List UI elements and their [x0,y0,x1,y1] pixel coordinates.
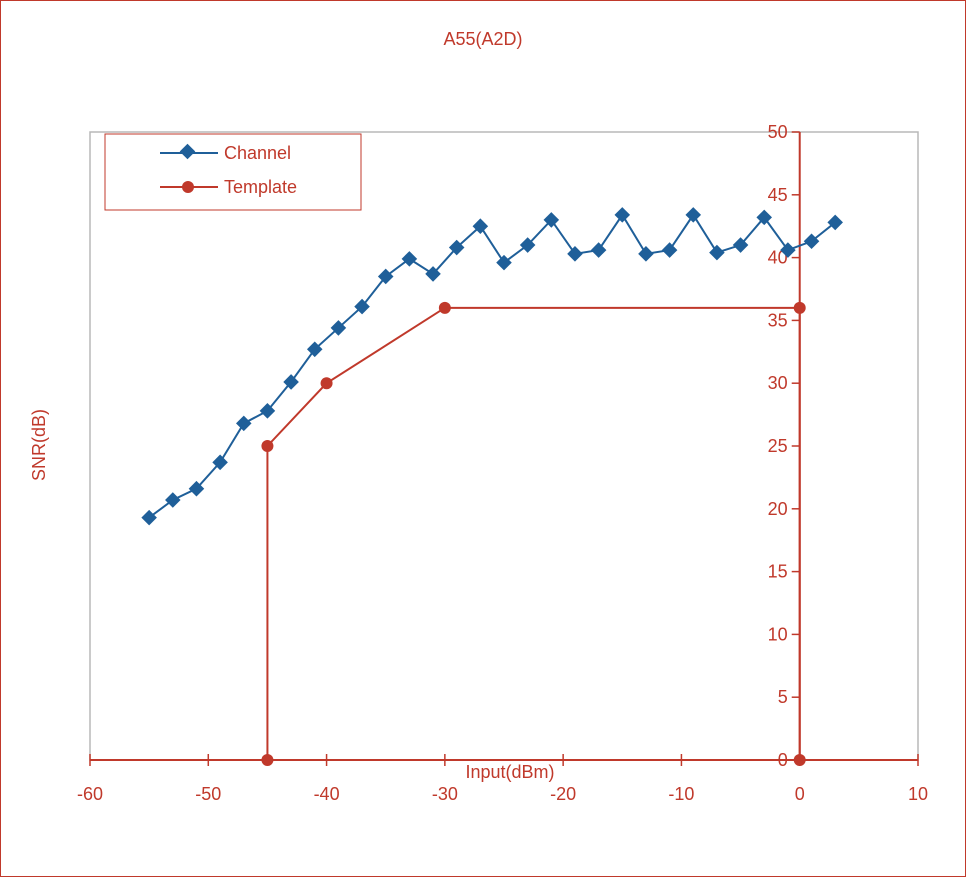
data-point-channel [212,454,228,471]
data-point-channel [567,246,583,262]
data-point-template [261,440,274,452]
y-tick-label: 0 [778,750,788,770]
y-axis-label: SNR(dB) [29,409,49,481]
legend-box [104,133,362,211]
y-tick-label: 10 [768,624,788,644]
data-point-channel [165,492,181,508]
data-point-template [320,377,333,390]
data-point-channel [661,242,678,258]
y-tick-label: 25 [768,436,788,456]
legend-template-marker [182,181,194,193]
y-tick-label: 45 [768,185,788,205]
y-tick-label: 35 [768,310,788,330]
data-point-channel [732,237,749,253]
data-point-template [261,754,274,766]
data-point-channel [235,415,252,432]
data-point-template [793,754,806,766]
data-point-channel [780,242,796,258]
y-tick-label: 30 [768,373,788,393]
x-tick-label: 0 [795,784,805,804]
legend-template-label: Template [224,177,297,197]
y-tick-label: 5 [778,687,788,707]
data-point-channel [141,509,157,526]
legend-channel-label: Channel [224,143,291,163]
data-point-channel [543,212,560,228]
data-point-template [438,301,451,314]
x-axis-label: Input(dBm) [465,762,554,782]
legend: Channel Template [104,133,362,211]
series-line-template [266,306,801,760]
x-tick-label: 10 [908,784,928,804]
data-point-channel [448,239,465,256]
chart-title: A55(A2D) [443,29,522,49]
x-tick-label: -50 [195,784,221,804]
data-point-template [793,301,806,314]
data-point-channel [756,209,773,226]
data-point-channel [496,254,512,271]
y-tick-label: 50 [768,122,788,142]
data-point-channel [472,218,489,234]
x-tick-label: -40 [314,784,340,804]
data-point-channel [519,237,536,253]
legend-channel-marker [179,143,196,160]
y-tick-label: 20 [768,499,788,519]
data-point-channel [638,246,654,262]
data-point-channel [590,242,607,258]
data-point-channel [614,207,631,223]
series-line-channel [148,213,836,519]
data-point-channel [709,244,725,261]
x-tick-label: -30 [432,784,458,804]
data-point-channel [685,207,702,223]
data-point-channel [401,251,418,267]
x-tick-label: -60 [77,784,103,804]
x-tick-label: -10 [668,784,694,804]
data-point-channel [827,214,843,231]
x-tick-label: -20 [550,784,576,804]
data-point-channel [803,233,820,250]
data-point-channel [188,480,205,497]
y-tick-label: 15 [768,562,788,582]
